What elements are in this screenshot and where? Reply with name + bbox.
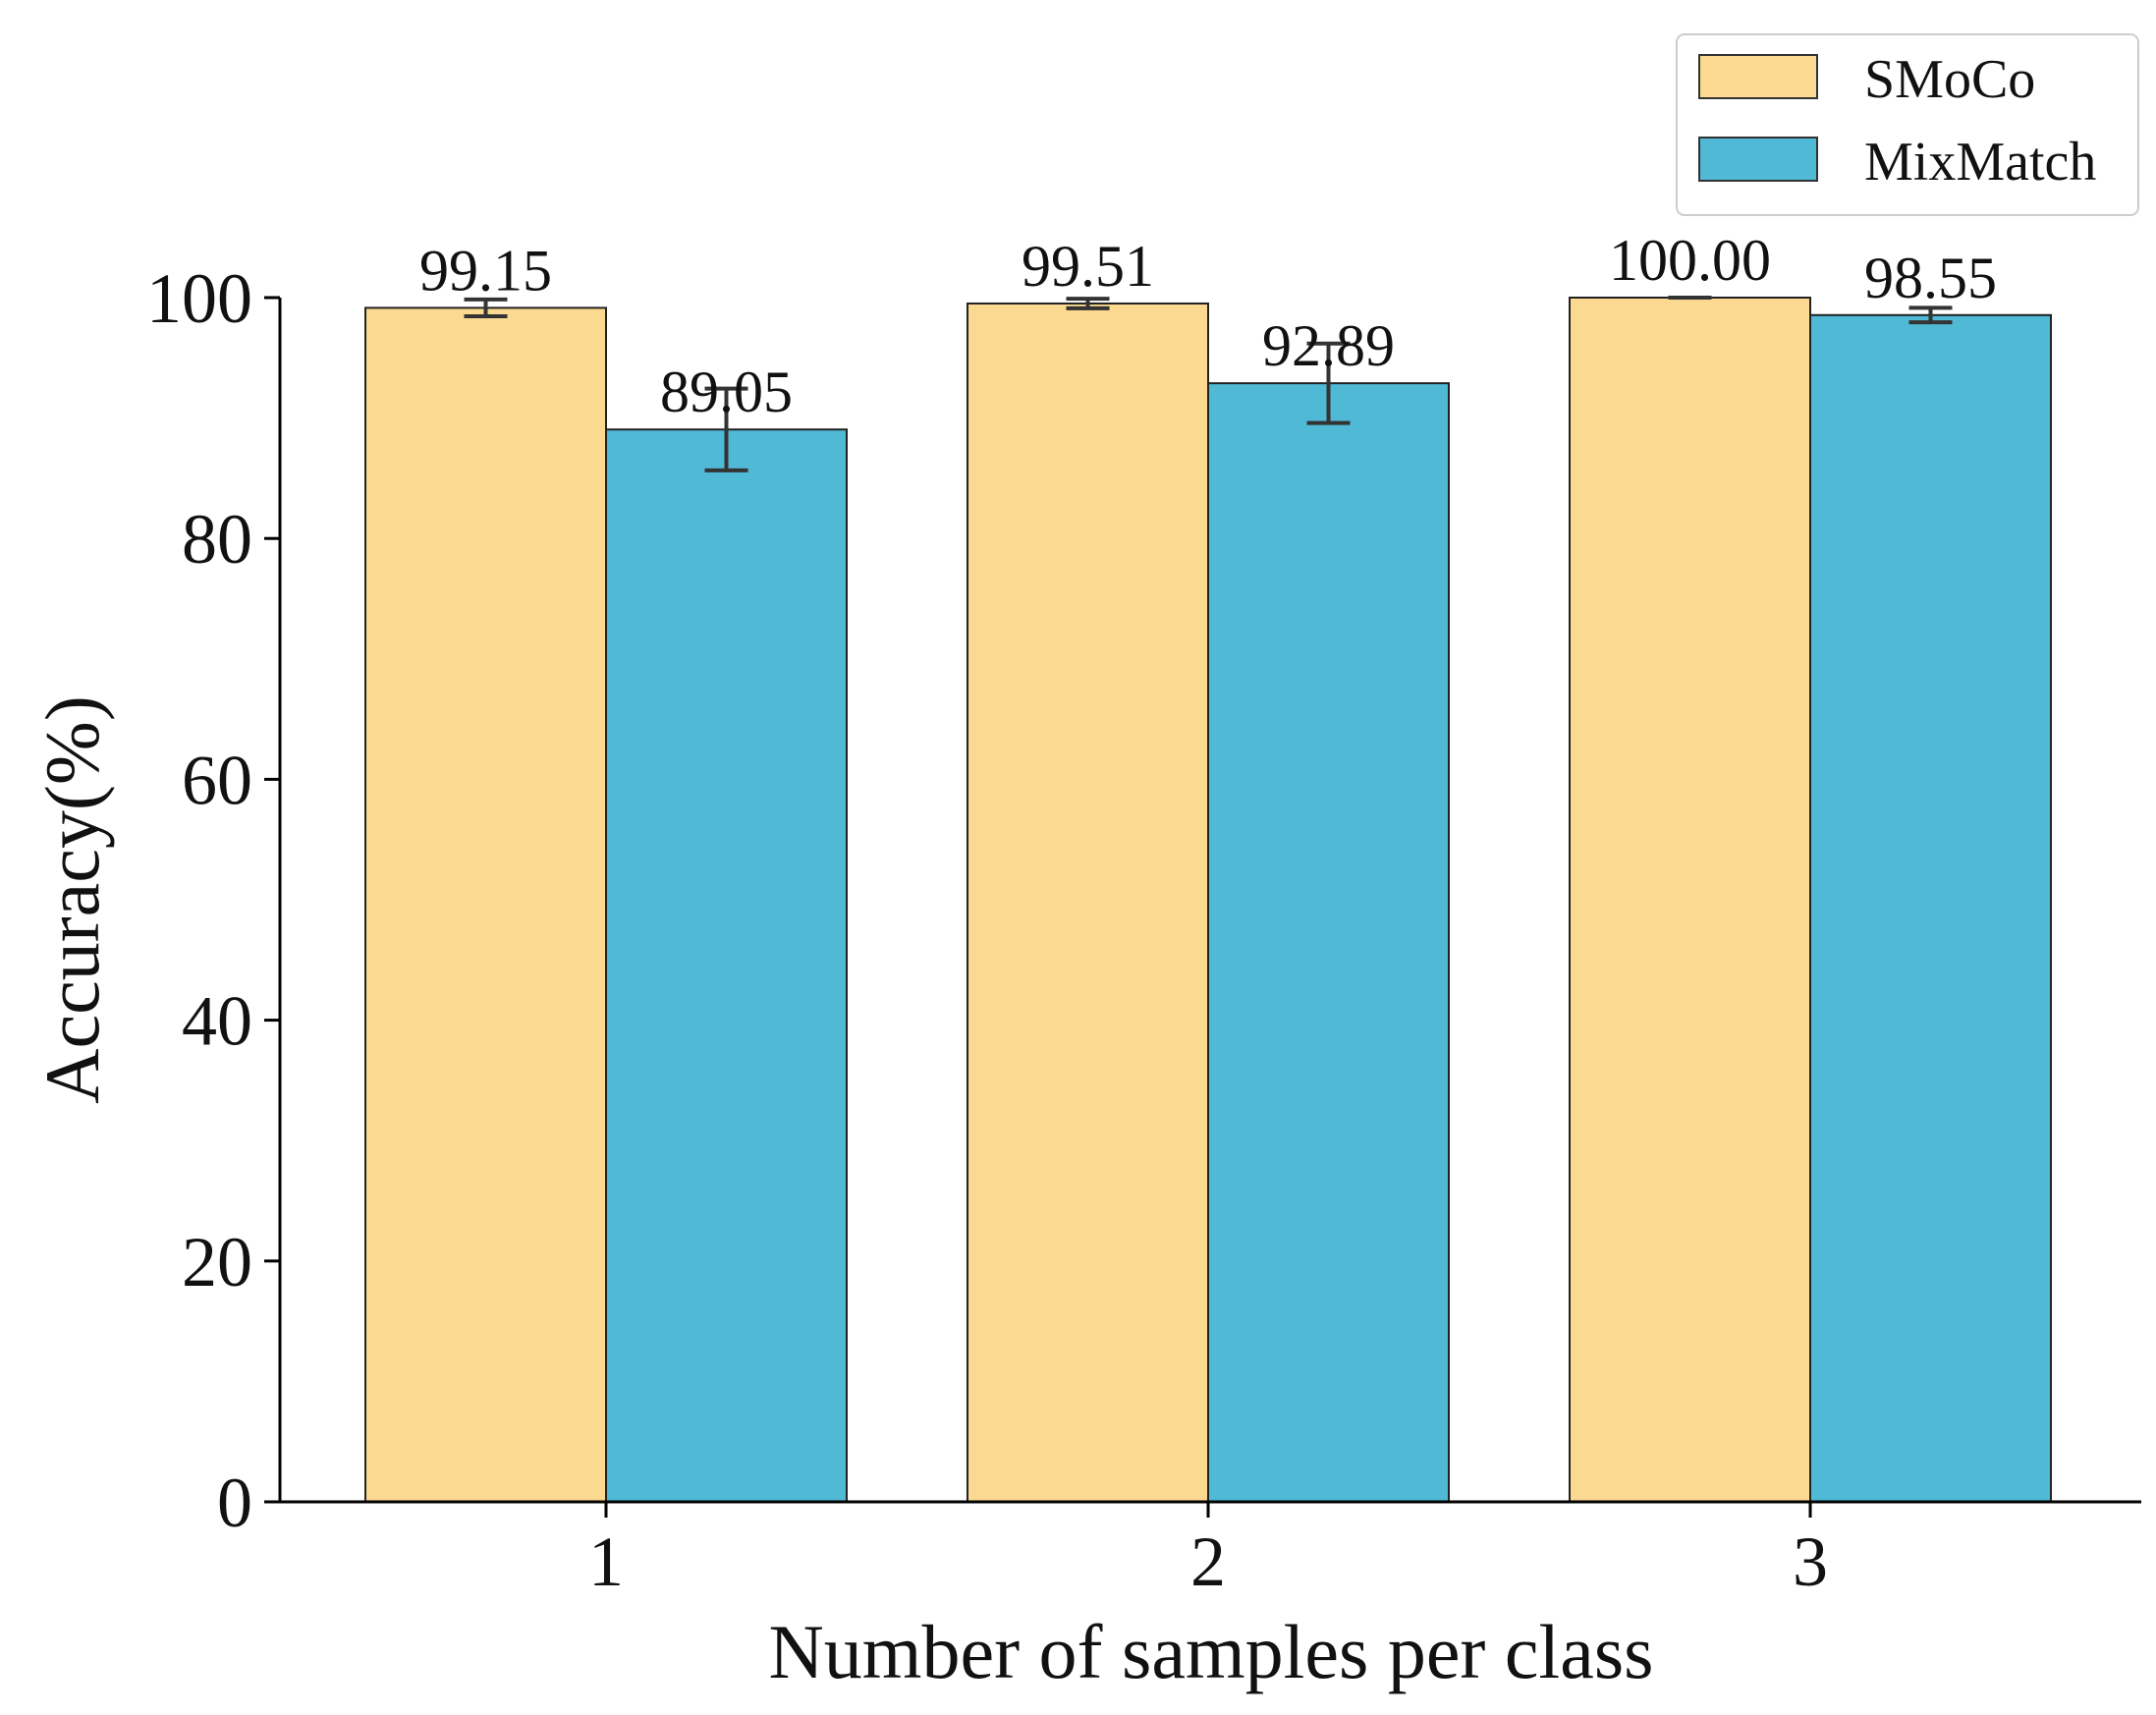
bar-smoco-1: [364, 306, 607, 1503]
error-bar-mixmatch-2: [1306, 341, 1351, 425]
bar-mixmatch-1: [605, 428, 848, 1504]
x-axis-title: Number of samples per class: [768, 1609, 1653, 1694]
y-tick-label: 20: [182, 1223, 252, 1301]
bars-layer: [364, 297, 2052, 1504]
y-tick-label: 40: [182, 982, 252, 1061]
data-label-mixmatch-2: 92.89: [1262, 313, 1395, 378]
error-bar-smoco-1: [464, 297, 508, 319]
y-axis-title: Accuracy(%): [29, 695, 115, 1104]
bar-smoco-3: [1569, 297, 1811, 1503]
data-label-smoco-3: 100.00: [1609, 228, 1771, 293]
x-tick-label: 3: [1793, 1522, 1828, 1601]
data-label-mixmatch-1: 89.05: [660, 360, 793, 424]
x-tick-label: 2: [1190, 1522, 1226, 1601]
x-ticks: 1 2 3: [588, 1502, 1828, 1601]
errorbars-layer: [464, 296, 1953, 472]
legend-swatch-smoco: [1698, 54, 1818, 99]
y-ticks: 0 20 40 60 80 100: [146, 259, 280, 1542]
data-labels-layer: 99.15 99.51 100.00 89.05 92.89 98.55: [419, 228, 1997, 424]
legend-swatch-mixmatch: [1698, 137, 1818, 182]
y-tick-label: 0: [217, 1464, 252, 1542]
y-tick-label: 80: [182, 500, 252, 579]
legend-label-smoco: SMoCo: [1864, 49, 2035, 110]
data-label-smoco-2: 99.51: [1022, 234, 1154, 299]
data-label-mixmatch-3: 98.55: [1864, 246, 1997, 310]
error-bar-smoco-2: [1066, 297, 1110, 310]
y-tick-label: 60: [182, 741, 252, 819]
legend-label-mixmatch: MixMatch: [1864, 132, 2096, 193]
error-bar-mixmatch-1: [704, 386, 748, 472]
legend: SMoCo MixMatch: [1676, 33, 2139, 216]
x-tick-label: 1: [588, 1522, 624, 1601]
bar-mixmatch-2: [1207, 382, 1450, 1504]
y-tick-label: 100: [146, 259, 252, 338]
data-label-smoco-1: 99.15: [419, 238, 552, 303]
bar-mixmatch-3: [1809, 313, 2052, 1504]
error-bar-mixmatch-3: [1908, 305, 1953, 325]
bar-smoco-2: [967, 303, 1209, 1503]
